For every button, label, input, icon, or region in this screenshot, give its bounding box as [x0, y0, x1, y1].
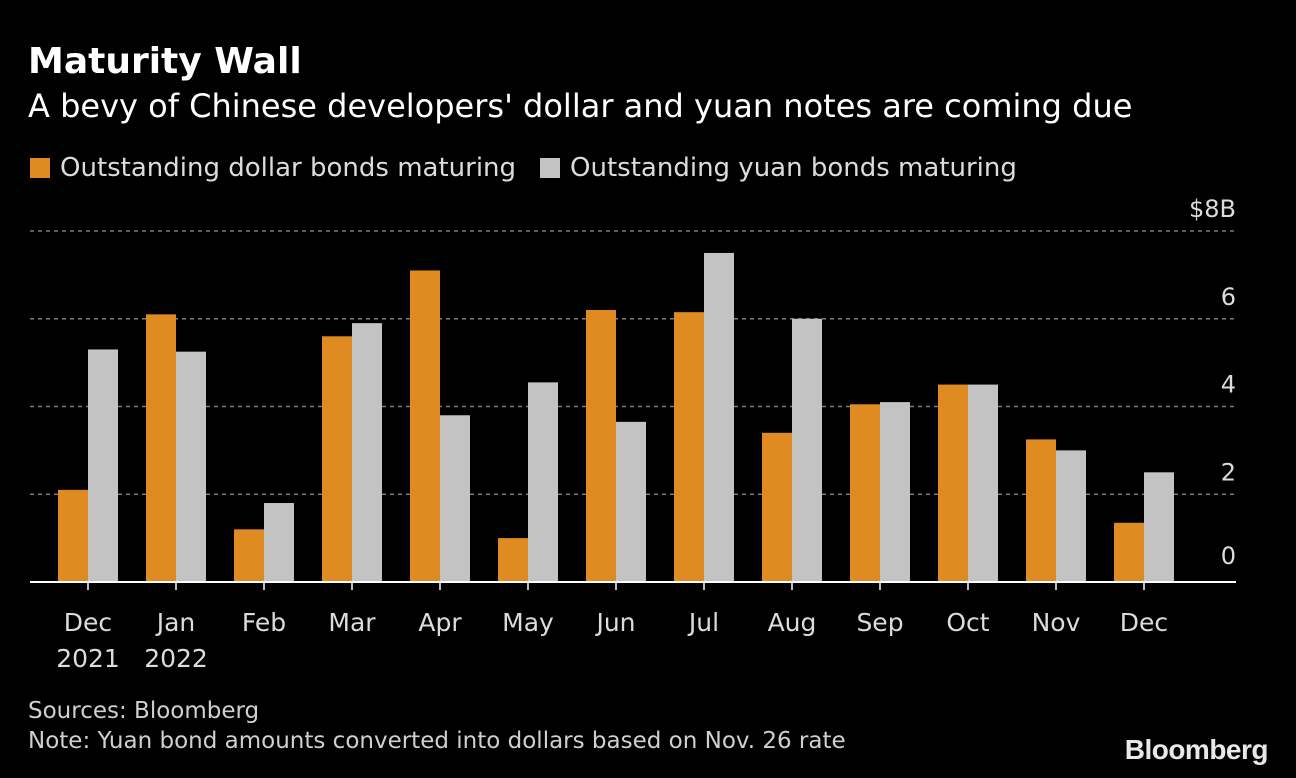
legend-label-yuan: Outstanding yuan bonds maturing: [570, 153, 1017, 183]
y-tick-label-4: 4: [1221, 371, 1236, 399]
bar-dollar-4: [410, 270, 440, 582]
bar-yuan-8: [792, 318, 822, 582]
x-tick-label-2: Feb: [242, 608, 286, 637]
bar-dollar-5: [498, 538, 528, 582]
bar-dollar-3: [322, 336, 352, 582]
x-tick-label-4: Apr: [418, 608, 462, 637]
note-text: Note: Yuan bond amounts converted into d…: [28, 728, 846, 754]
legend-swatch-yuan: [540, 158, 561, 178]
bar-yuan-6: [616, 421, 646, 582]
bar-dollar-11: [1026, 439, 1056, 582]
x-tick-label-5: May: [502, 608, 554, 637]
x-tick-label-3: Mar: [328, 608, 376, 637]
bar-dollar-10: [938, 384, 968, 582]
bar-yuan-9: [880, 402, 910, 582]
x-tick-label-0: Dec: [64, 608, 112, 637]
bar-dollar-9: [850, 404, 880, 582]
bar-yuan-5: [528, 382, 558, 582]
x-tick-sublabel-1: 2022: [144, 644, 208, 673]
bar-yuan-10: [968, 384, 998, 582]
bar-yuan-1: [176, 351, 206, 582]
bar-dollar-1: [146, 314, 176, 582]
x-tick-label-7: Jul: [687, 608, 719, 637]
y-tick-label-6: 6: [1221, 283, 1236, 311]
legend-item-dollar: Outstanding dollar bonds maturing: [30, 153, 516, 183]
x-tick-label-1: Jan: [155, 608, 196, 637]
bar-dollar-8: [762, 432, 792, 582]
y-tick-label-0: 0: [1221, 542, 1236, 570]
legend-swatch-dollar: [30, 158, 50, 178]
bar-yuan-7: [704, 252, 734, 582]
y-tick-label-2: 2: [1221, 458, 1236, 486]
bar-yuan-12: [1144, 472, 1174, 582]
bar-yuan-4: [440, 415, 470, 582]
bar-dollar-7: [674, 312, 704, 582]
legend-item-yuan: Outstanding yuan bonds maturing: [540, 153, 1017, 183]
legend-label-dollar: Outstanding dollar bonds maturing: [60, 153, 517, 183]
chart-title: Maturity Wall: [28, 41, 302, 82]
x-tick-label-8: Aug: [768, 608, 817, 637]
x-tick-label-12: Dec: [1120, 608, 1168, 637]
y-tick-label-8: $8B: [1189, 195, 1236, 223]
bar-chart: 0 2 4 6 $8B Dec 2021 Jan 2022 Feb Mar Apr May Jun Jul A…: [30, 195, 1236, 673]
bar-yuan-11: [1056, 450, 1086, 582]
sources-text: Sources: Bloomberg: [28, 698, 260, 724]
chart-subtitle: A bevy of Chinese developers' dollar and…: [28, 87, 1133, 125]
bar-dollar-6: [586, 309, 616, 582]
bar-dollar-2: [234, 529, 264, 582]
x-tick-label-10: Oct: [946, 608, 989, 637]
x-tick-label-6: Jun: [594, 608, 635, 637]
bloomberg-logo: Bloomberg: [1124, 734, 1269, 765]
bar-dollar-12: [1114, 522, 1144, 582]
x-tick-label-11: Nov: [1032, 608, 1081, 637]
bar-dollar-0: [58, 489, 88, 582]
bar-yuan-2: [264, 503, 294, 582]
bar-yuan-0: [88, 349, 118, 582]
legend: Outstanding dollar bonds maturing Outsta…: [30, 150, 1041, 186]
bar-yuan-3: [352, 323, 382, 582]
x-tick-label-9: Sep: [856, 608, 903, 637]
x-tick-sublabel-0: 2021: [56, 644, 120, 673]
